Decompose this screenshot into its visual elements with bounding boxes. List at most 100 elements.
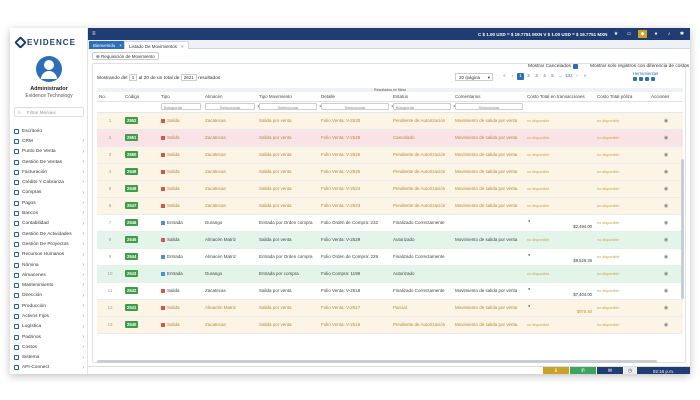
movement-code[interactable]: 2546 [125,219,139,226]
page-link[interactable]: 132 [565,73,573,78]
movement-code[interactable]: 2548 [125,185,139,192]
sidebar-item[interactable]: Bancos › [10,208,88,218]
table-row[interactable]: 3 2550 Salida Zacatecas Salida por venta Foli… [97,146,683,164]
sidebar-item[interactable]: Punto De Venta › [10,147,88,157]
view-icon[interactable]: ◉ [663,168,669,175]
page-link[interactable]: ... [558,73,563,78]
movement-code[interactable]: 2549 [125,168,139,175]
table-row[interactable]: 7 2546 Entrada Durango Entrada por Orden com… [97,214,683,232]
column-header[interactable]: Comentarios [453,93,525,102]
table-row[interactable]: 1 2552 Salida Zacatecas Salida por venta Foli… [97,112,683,130]
page-link[interactable]: 2 [527,73,530,78]
expand-icon[interactable]: ● [528,251,531,257]
sidebar-item[interactable]: Escritorio [10,126,88,136]
tab-listado-movimientos[interactable]: Listado De Movimientos × [124,41,189,49]
view-icon[interactable]: ◉ [663,321,669,328]
clear-icon[interactable]: × [453,104,456,110]
page-link[interactable]: 1 [517,73,524,80]
table-row[interactable]: 8 2545 Salida Almacén Matriz Salida por vent… [97,231,683,249]
show-cancelled-checkbox[interactable] [572,64,578,69]
sidebar-item[interactable]: Recursos Humanos › [10,250,88,260]
avatar[interactable] [36,56,62,82]
clock-button[interactable]: ◷ [624,367,636,374]
page-link[interactable]: ‹ [511,73,514,78]
cost-diff-toggle[interactable]: Mostrar solo registros con diferencia de… [590,64,690,69]
expand-icon[interactable]: ● [528,302,531,308]
column-header[interactable]: Estatus [391,93,453,102]
column-header[interactable]: Detalle [319,93,391,102]
movement-code[interactable]: 2550 [125,151,139,158]
movement-code[interactable]: 2544 [125,253,139,260]
sidebar-item[interactable]: Costos › [10,342,88,352]
table-row[interactable]: 6 2547 Salida Zacatecas Salida por venta Foli… [97,197,683,215]
detalle-filter[interactable]: Seleccionar × [321,103,394,110]
movement-code[interactable]: 2542 [125,287,139,294]
columns-icon[interactable] [639,77,643,81]
requisicion-button[interactable]: ⊕ Requisición de Movimiento [92,52,159,60]
column-header[interactable]: Costo Total póliza [595,93,649,102]
sidebar-item[interactable]: Logística › [10,322,88,332]
table-row[interactable]: 5 2548 Salida Zacatecas Salida por venta Foli… [97,180,683,198]
sidebar-item[interactable]: CRM › [10,136,88,146]
sidebar-item[interactable]: Gestión De Ventas › [10,157,88,167]
sidebar-item[interactable]: API-Connect › [10,363,88,373]
view-icon[interactable]: ◉ [663,151,669,158]
movement-code[interactable]: 2541 [125,304,139,311]
column-header[interactable]: Código [123,93,159,102]
movement-code[interactable]: 2547 [125,202,139,209]
column-header[interactable]: Acciones [649,93,683,102]
refresh-icon[interactable] [651,77,655,81]
view-icon[interactable]: ◉ [663,304,669,311]
view-icon[interactable]: ◉ [663,117,669,124]
tools-menu[interactable]: Herramientas [633,71,658,81]
horizontal-scrollbar[interactable] [97,360,657,363]
table-row[interactable]: 10 2543 Entrada Durango Entrada por compra Fo… [97,265,683,283]
sidebar-item[interactable]: Padrinos › [10,332,88,342]
expand-icon[interactable]: ● [528,217,531,223]
almacen-filter[interactable]: Seleccionar × [205,103,260,110]
sidebar-item[interactable]: Crédito Y Cobranza › [10,177,88,187]
export-icon[interactable] [645,77,649,81]
close-icon[interactable]: × [119,42,122,48]
page-link[interactable]: 5 [551,73,554,78]
sidebar-item[interactable]: Pagos › [10,198,88,208]
clear-icon[interactable]: × [391,104,394,110]
view-icon[interactable]: ◉ [663,134,669,141]
bell-icon[interactable]: ♪ [667,31,671,37]
settings-icon[interactable]: ✱ [679,31,685,37]
view-icon[interactable]: ◉ [663,219,669,226]
page-link[interactable]: › [576,73,578,78]
estatus-filter[interactable]: Búsqueda × [393,103,456,110]
sidebar-item[interactable]: Activos Fijos › [10,311,88,321]
view-icon[interactable]: ◉ [663,287,669,294]
table-row[interactable]: 2 2551 Salida Zacatecas Salida por venta Foli… [97,129,683,147]
sidebar-item[interactable]: Facturación › [10,167,88,177]
star-icon[interactable]: ★ [613,31,619,37]
page-link[interactable]: 4 [543,73,546,78]
expand-icon[interactable]: ● [528,285,531,291]
page-link[interactable]: » [583,73,587,78]
table-row[interactable]: 12 2541 Salida Almacén Matriz Salida por ven… [97,299,683,317]
mail-button[interactable]: ✉ [597,367,623,374]
view-icon[interactable]: ◉ [663,270,669,277]
tab-bienvenido[interactable]: Bienvenido × [89,41,126,49]
clear-icon[interactable]: × [257,104,260,110]
table-row[interactable]: 11 2542 Salida Zacatecas Salida por venta Fol… [97,282,683,300]
sidebar-item[interactable]: Nómina › [10,260,88,270]
movement-code[interactable]: 2552 [125,117,139,124]
sidebar-item[interactable]: Almacenes › [10,270,88,280]
comentarios-filter[interactable]: Seleccionar [455,103,523,110]
user-badge-icon[interactable]: ◆ [638,30,647,38]
sidebar-item[interactable]: Producción › [10,301,88,311]
per-page-select[interactable]: 20 /página ▾ [455,73,493,81]
info-button[interactable]: ℹ [543,367,569,374]
monitor-icon[interactable]: ▭ [626,31,632,37]
view-icon[interactable]: ◉ [663,185,669,192]
sidebar-item[interactable]: Sistema › [10,353,88,363]
sidebar-item[interactable]: Compras › [10,188,88,198]
sidebar-item[interactable]: Dirección › [10,291,88,301]
sidebar-item[interactable]: Gestión De Proyectos › [10,239,88,249]
column-header[interactable]: No. [97,93,123,102]
column-header[interactable]: Almacén [203,93,257,102]
column-header[interactable]: Costo Total en transacciones [525,93,595,102]
